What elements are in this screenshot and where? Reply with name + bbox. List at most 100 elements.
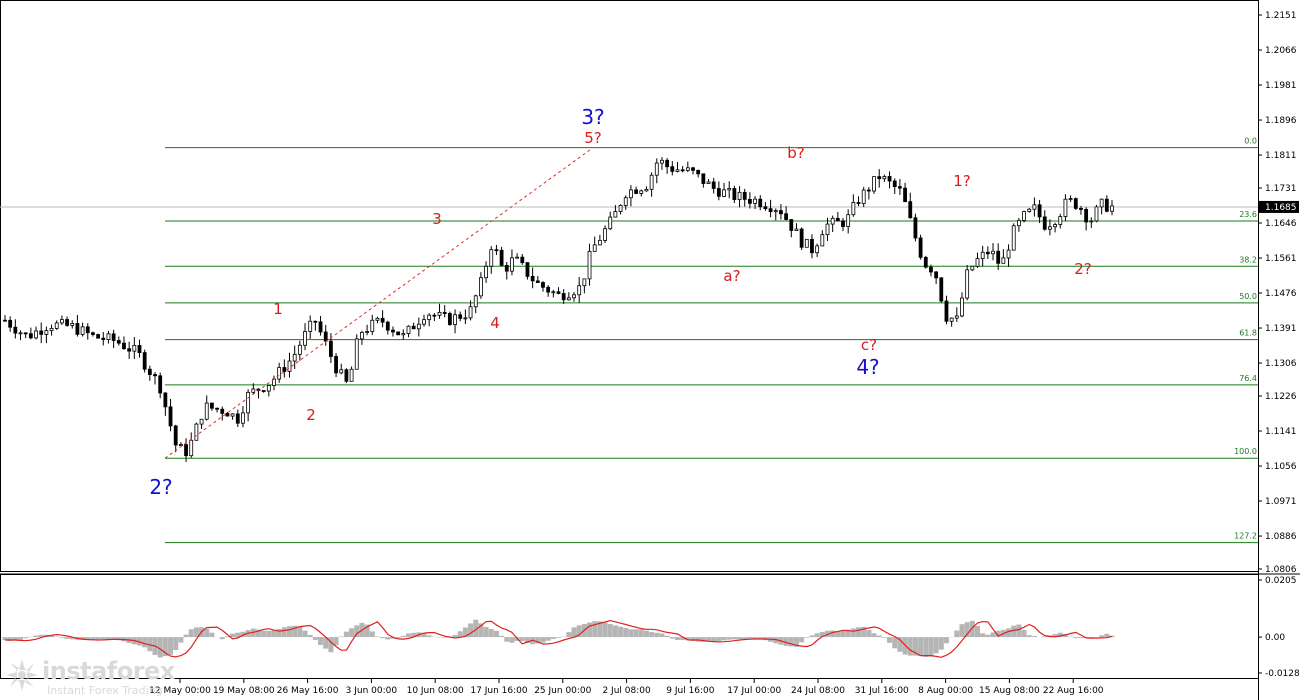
candle-body xyxy=(442,311,447,314)
candle-body xyxy=(153,374,157,377)
price-tick-label: 1.1306 xyxy=(1265,359,1297,369)
price-tick-label: 1.0971 xyxy=(1265,497,1297,507)
wave-label-red: 2? xyxy=(1074,260,1092,278)
candle-body xyxy=(898,186,902,189)
candle-body xyxy=(670,166,675,172)
candle-body xyxy=(308,320,313,332)
candle-body xyxy=(763,206,768,210)
candle-body xyxy=(427,314,432,321)
candle-body xyxy=(892,180,897,188)
candle-body xyxy=(758,198,763,208)
candle-body xyxy=(39,330,44,335)
candle-body xyxy=(1006,249,1011,259)
candle-body xyxy=(28,333,33,339)
candle-body xyxy=(623,197,628,206)
fib-level-label: 50.0 xyxy=(1239,292,1257,301)
price-tick-label: 1.1896 xyxy=(1265,116,1297,126)
candle-body xyxy=(608,216,613,230)
fib-level-label: 23.6 xyxy=(1239,210,1257,219)
time-tick-label: 2 Jul 08:00 xyxy=(602,686,651,696)
candle-body xyxy=(1073,198,1078,209)
price-tick-label: 1.1981 xyxy=(1265,81,1297,91)
fib-level-label: 61.8 xyxy=(1239,329,1257,338)
candle-body xyxy=(385,321,390,331)
price-tick-label: 1.1476 xyxy=(1265,289,1297,299)
candle-body xyxy=(44,330,49,335)
osc-tick-label: -0.01289 xyxy=(1265,669,1300,679)
candle-body xyxy=(913,217,918,239)
watermark-brand: instaforex xyxy=(42,657,175,685)
price-tick-label: 1.1141 xyxy=(1265,427,1297,437)
fib-level-label: 100.0 xyxy=(1234,447,1257,456)
price-tick-label: 1.1646 xyxy=(1265,219,1297,229)
time-tick-label: 25 Jun 00:00 xyxy=(534,686,591,696)
candle-body xyxy=(773,210,778,213)
candle-body xyxy=(603,228,607,241)
wave-label-red: 1 xyxy=(273,300,283,318)
fib-level-label: 127.2 xyxy=(1234,532,1257,541)
candle-body xyxy=(716,188,721,197)
candle-body xyxy=(846,214,851,227)
wave-label-blue: 4? xyxy=(856,355,879,379)
price-tick-label: 1.1056 xyxy=(1265,462,1297,472)
candle-body xyxy=(923,256,928,268)
candle-body xyxy=(215,407,219,410)
time-tick-label: 31 Jul 16:00 xyxy=(855,686,909,696)
candle-body xyxy=(696,169,701,175)
candle-body xyxy=(380,317,385,323)
wave-label-red: c? xyxy=(861,336,877,354)
candle-body xyxy=(210,402,214,409)
wave-label-red: 3 xyxy=(432,210,442,228)
candle-body xyxy=(660,159,664,164)
wave-label-red: 2 xyxy=(306,406,316,424)
candle-body xyxy=(722,189,726,197)
candle-body xyxy=(535,280,540,283)
candle-body xyxy=(634,189,638,194)
price-tick-label: 1.1811 xyxy=(1265,151,1297,161)
fib-level-label: 38.2 xyxy=(1239,255,1257,264)
candle-body xyxy=(582,278,587,287)
candle-body xyxy=(8,319,13,328)
candle-body xyxy=(1027,208,1032,213)
candle-body xyxy=(349,368,354,382)
candle-body xyxy=(1094,206,1099,222)
candle-body xyxy=(949,317,954,322)
candle-body xyxy=(391,329,395,333)
current-price-label: 1.1685 xyxy=(1265,203,1297,213)
candle-body xyxy=(504,264,509,272)
candle-body xyxy=(1063,198,1068,217)
candle-body xyxy=(877,176,882,180)
candle-body xyxy=(520,256,525,264)
candle-body xyxy=(960,297,964,317)
time-tick-label: 3 Jun 00:00 xyxy=(346,686,398,696)
candle-body xyxy=(1037,204,1042,218)
candle-body xyxy=(328,340,333,357)
time-tick-label: 19 May 08:00 xyxy=(213,686,275,696)
candle-body xyxy=(137,345,142,353)
candle-body xyxy=(334,356,338,374)
candle-body xyxy=(96,334,101,339)
candle-body xyxy=(1032,204,1037,210)
candle-body xyxy=(825,223,830,236)
candle-body xyxy=(747,199,752,204)
candle-body xyxy=(592,244,597,252)
oscillator-pane: 0.0205 0.00 -0.01289 xyxy=(2,576,1300,679)
candle-body xyxy=(810,238,814,254)
candle-body xyxy=(318,321,323,333)
candle-body xyxy=(861,189,866,204)
candle-body xyxy=(768,208,773,213)
candle-body xyxy=(799,228,804,248)
candle-body xyxy=(675,169,680,172)
candle-body xyxy=(629,189,633,199)
current-price-badge xyxy=(1259,200,1299,213)
candle-body xyxy=(815,245,820,254)
time-tick-label: 9 Jul 16:00 xyxy=(666,686,715,696)
candle-body xyxy=(835,217,840,222)
wave-labels: 1 2 3 4 5? a? b? c? 1? 2? 2? 3? 4? xyxy=(149,105,1091,499)
candle-body xyxy=(458,314,463,319)
candle-body xyxy=(241,412,245,424)
candle-body xyxy=(199,418,204,425)
candle-body xyxy=(339,369,344,374)
